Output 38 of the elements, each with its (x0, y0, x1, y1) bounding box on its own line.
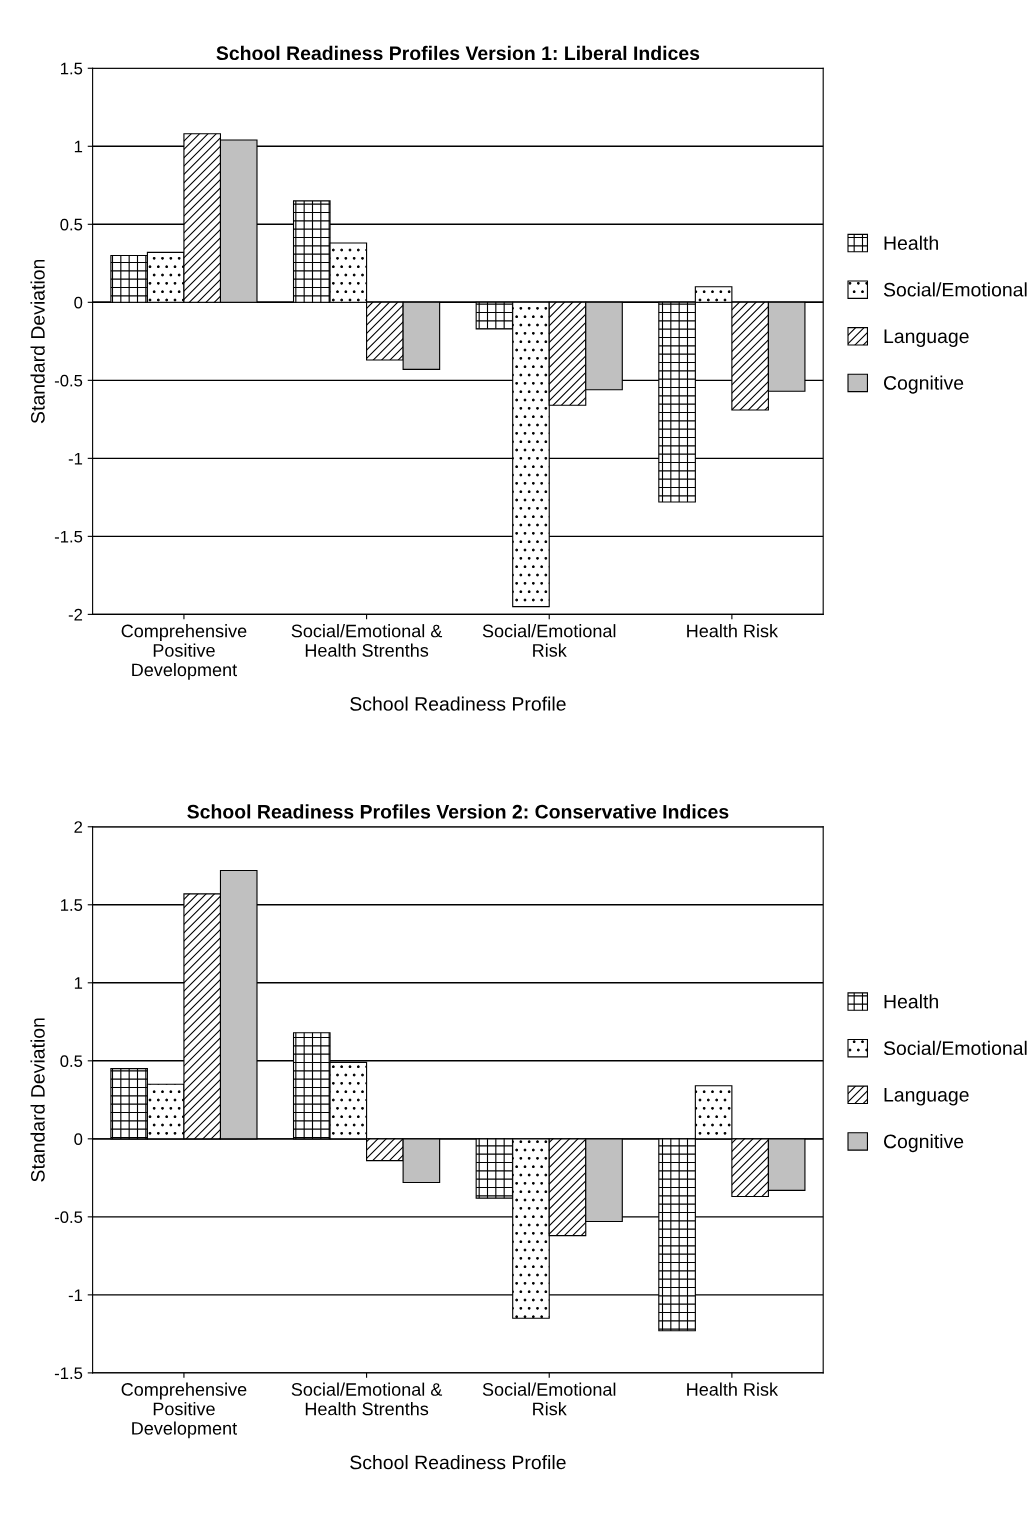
x-tick-label: Social/Emotional & Health Strenths (291, 1382, 443, 1416)
y-tick-label: 1.5 (60, 62, 83, 75)
x-axis-title: School Readiness Profile (350, 1455, 566, 1470)
y-tick-label: 1 (74, 140, 83, 153)
legend-label: Social/Emotional (883, 1040, 1027, 1056)
y-tick-label: 0.5 (60, 218, 83, 231)
legend-label: Cognitive (883, 375, 964, 394)
y-tick-label: 0 (74, 1133, 83, 1146)
y-tick-label: 1 (74, 977, 83, 989)
chart-title: School Readiness Profiles Version 1: Liberal Indices (216, 45, 700, 61)
x-tick-label: Social/Emotional & Health Strenths (291, 624, 443, 657)
y-tick-label: -1 (68, 1289, 83, 1301)
x-tick-label: Social/Emotional Risk (482, 1382, 616, 1416)
y-axis-title: Standard Deviation (30, 259, 45, 424)
legend-label: Language (884, 329, 969, 348)
x-axis-title: School Readiness Profile (350, 696, 566, 711)
y-tick-label: 0.5 (60, 1055, 83, 1068)
x-tick-label: Social/Emotional Risk (482, 624, 616, 657)
x-tick-label: Comprehensive Positive Development (121, 1382, 247, 1439)
y-tick-label: -1.5 (54, 530, 83, 543)
y-tick-label: 1.5 (60, 899, 83, 911)
x-tick-label: Health Risk (687, 624, 779, 638)
y-tick-label: 2 (74, 821, 83, 833)
chart-title: School Readiness Profiles Version 2: Conservative Indices (187, 804, 729, 819)
legend-label: Health (884, 235, 938, 250)
y-axis-title: Standard Deviation (30, 1018, 45, 1182)
y-tick-label: -1 (68, 452, 83, 465)
x-tick-label: Health Risk (687, 1382, 779, 1396)
y-tick-label: -0.5 (54, 1211, 83, 1224)
y-tick-label: -0.5 (54, 374, 83, 387)
y-tick-label: -2 (68, 608, 83, 621)
y-tick-label: 0 (74, 296, 83, 309)
legend-label: Language (884, 1088, 969, 1106)
legend-label: Social/Emotional (883, 282, 1027, 297)
legend-label: Health (884, 994, 938, 1009)
y-tick-label: -1.5 (54, 1367, 83, 1380)
x-tick-label: Comprehensive Positive Development (121, 624, 247, 680)
legend-label: Cognitive (883, 1134, 964, 1153)
